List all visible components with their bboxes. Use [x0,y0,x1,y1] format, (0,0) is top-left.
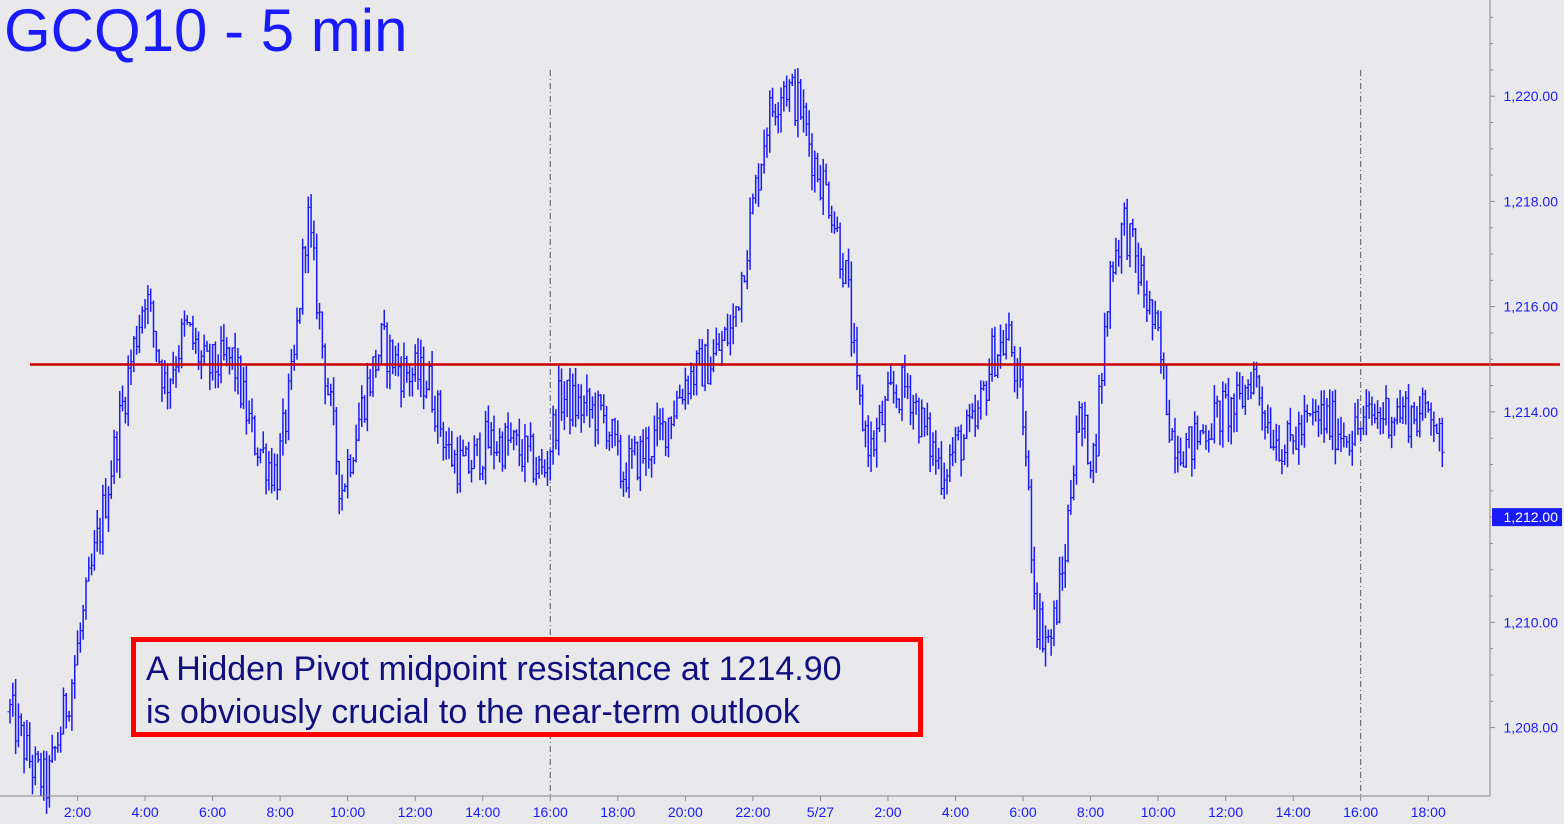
x-tick-label: 16:00 [1343,804,1378,820]
x-tick-label: 8:00 [267,804,294,820]
chart-title: GCQ10 - 5 min [4,0,408,64]
last-price-badge [1492,508,1562,527]
x-tick-label: 10:00 [330,804,365,820]
x-tick-label: 2:00 [874,804,901,820]
x-tick-label: 16:00 [533,804,568,820]
last-price-label: 1,212.00 [1504,509,1559,525]
x-tick-label: 20:00 [668,804,703,820]
y-tick-label: 1,220.00 [1504,88,1559,104]
y-tick-label: 1,218.00 [1504,193,1559,209]
annotation-box: A Hidden Pivot midpoint resistance at 12… [131,637,923,737]
x-tick-label: 18:00 [1411,804,1446,820]
y-tick-label: 1,208.00 [1504,720,1559,736]
annotation-line-1: A Hidden Pivot midpoint resistance at 12… [146,650,842,688]
x-tick-label: 2:00 [64,804,91,820]
annotation-line-2: is obviously crucial to the near-term ou… [146,693,800,731]
x-tick-label: 10:00 [1141,804,1176,820]
x-tick-label: 14:00 [1276,804,1311,820]
x-tick-label: 6:00 [199,804,226,820]
session-break-lines [549,70,1362,796]
x-tick-label: 4:00 [942,804,969,820]
x-tick-label: 4:00 [131,804,158,820]
y-tick-label: 1,216.00 [1504,299,1559,315]
price-bars [7,68,1445,814]
x-tick-label: 5/27 [807,804,834,820]
x-tick-label: 6:00 [1009,804,1036,820]
x-tick-label: 8:00 [1077,804,1104,820]
y-tick-label: 1,210.00 [1504,614,1559,630]
x-tick-label: 12:00 [398,804,433,820]
x-tick-label: 12:00 [1208,804,1243,820]
x-tick-label: 18:00 [600,804,635,820]
x-tick-label: 14:00 [465,804,500,820]
y-tick-label: 1,214.00 [1504,404,1559,420]
x-tick-label: 22:00 [735,804,770,820]
